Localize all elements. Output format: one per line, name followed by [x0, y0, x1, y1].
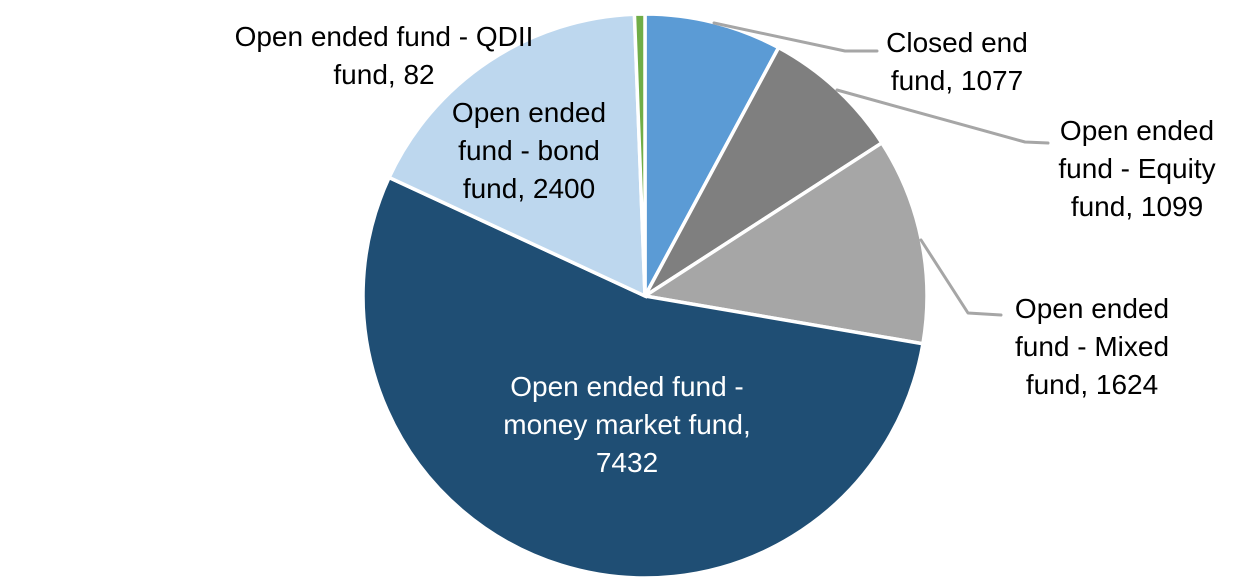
- pie-slice-open-ended-fund-bond-fund: [386, 12, 647, 299]
- data-label-line: fund - bond: [458, 135, 600, 166]
- data-label-line: fund - Mixed: [1014, 331, 1170, 362]
- data-label-line: fund - Equity: [1058, 153, 1216, 184]
- data-label-line: 7432: [595, 447, 659, 478]
- data-label-line: fund, 1624: [1025, 369, 1159, 400]
- data-label-equity-fund: Open ended fund - Equity fund, 1099: [1058, 112, 1215, 226]
- data-label-line: Open ended fund - QDII: [234, 21, 534, 52]
- leader-lines: [712, 21, 1050, 317]
- data-label-line: Open ended: [1014, 293, 1170, 324]
- pie-slice-open-ended-fund-qdii-fund: [632, 12, 647, 297]
- data-label-money-market-fund: Open ended fund - money market fund, 743…: [503, 368, 750, 482]
- data-label-line: fund, 82: [333, 59, 435, 90]
- data-label-line: Closed end: [886, 27, 1028, 58]
- data-label-line: money market fund,: [503, 409, 751, 440]
- data-label-qdii-fund: Open ended fund - QDII fund, 82: [235, 18, 534, 94]
- pie-slice-open-ended-fund-money-market-fund: [361, 175, 925, 580]
- leader-line-closed-end-fund: [712, 21, 879, 53]
- data-label-closed-end-fund: Closed end fund, 1077: [886, 24, 1028, 100]
- data-label-line: fund, 2400: [462, 173, 596, 204]
- leader-line-equity-fund: [835, 88, 1050, 145]
- leader-line-mixed-fund: [919, 238, 1003, 317]
- data-label-line: Open ended: [1059, 115, 1215, 146]
- pie-slices: [361, 12, 929, 580]
- data-label-mixed-fund: Open ended fund - Mixed fund, 1624: [1015, 290, 1169, 404]
- data-label-line: fund, 1099: [1070, 191, 1204, 222]
- data-label-bond-fund: Open ended fund - bond fund, 2400: [452, 94, 606, 208]
- data-label-line: fund, 1077: [890, 65, 1024, 96]
- data-label-line: Open ended: [451, 97, 607, 128]
- data-label-line: Open ended fund -: [510, 371, 744, 402]
